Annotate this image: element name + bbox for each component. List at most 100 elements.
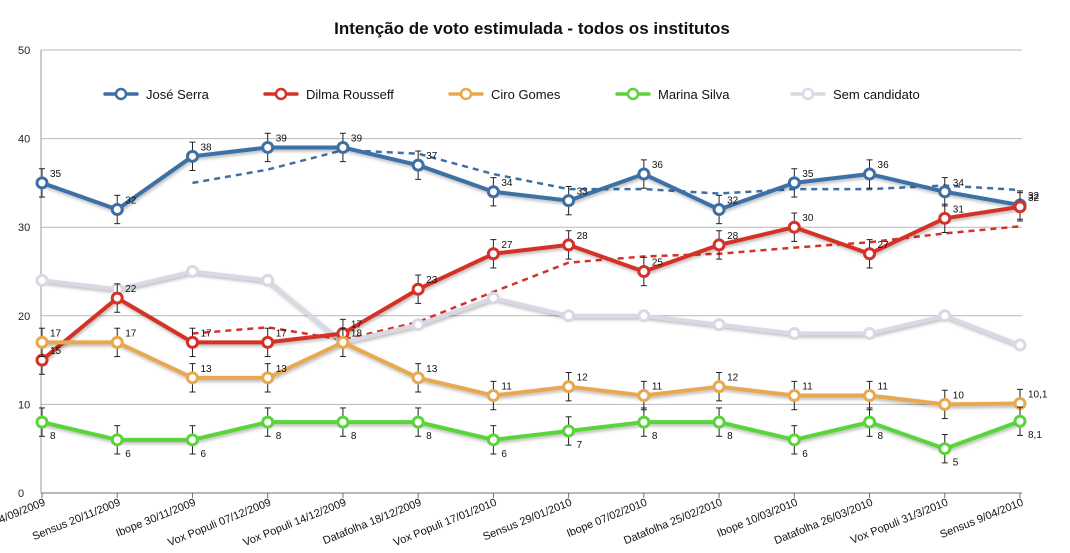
data-point <box>486 247 500 261</box>
data-point <box>712 318 726 332</box>
data-point <box>938 397 952 411</box>
data-label: 32 <box>727 195 739 206</box>
data-point <box>637 415 651 429</box>
y-tick-label-50: 50 <box>18 45 30 57</box>
data-point <box>336 415 350 429</box>
data-label: 33 <box>577 187 589 198</box>
series-line <box>41 269 1021 347</box>
data-label: 39 <box>276 133 288 144</box>
data-point <box>863 167 877 181</box>
data-label: 8 <box>878 431 884 442</box>
legend-swatch-marker <box>114 87 128 101</box>
data-point <box>637 389 651 403</box>
data-label: 27 <box>501 240 513 251</box>
data-label: 35 <box>50 169 62 180</box>
plot-area: 35 32 38 39 39 37 34 33 36 32 35 36 34 32 15 22 17 17 17 23… <box>35 132 1048 469</box>
series-line <box>41 419 1021 451</box>
legend-item: Sem candidato <box>790 87 920 102</box>
data-point <box>185 335 199 349</box>
data-point <box>486 185 500 199</box>
data-label: 22 <box>125 284 137 295</box>
data-point <box>1013 414 1027 428</box>
data-point <box>411 282 425 296</box>
data-label: 28 <box>577 231 589 242</box>
data-point <box>336 335 350 349</box>
data-point <box>712 238 726 252</box>
data-label: 34 <box>953 178 965 189</box>
data-point <box>35 273 49 287</box>
data-label: 8,1 <box>1028 430 1042 441</box>
data-label: 32 <box>1028 191 1040 202</box>
data-label: 36 <box>878 160 890 171</box>
data-point <box>411 371 425 385</box>
data-point <box>712 380 726 394</box>
y-tick-label-40: 40 <box>18 134 30 146</box>
series <box>35 265 1027 352</box>
legend-label: Dilma Rousseff <box>306 87 394 102</box>
data-label: 13 <box>426 364 438 375</box>
data-label: 6 <box>125 449 131 460</box>
data-point <box>1013 338 1027 352</box>
data-label: 39 <box>351 133 363 144</box>
data-point <box>787 176 801 190</box>
series-line <box>40 204 1021 362</box>
data-label: 34 <box>501 178 513 189</box>
data-point <box>35 176 49 190</box>
data-point <box>863 327 877 341</box>
legend-swatch-marker <box>626 87 640 101</box>
data-point <box>486 389 500 403</box>
data-label: 13 <box>200 364 212 375</box>
data-point <box>261 371 275 385</box>
data-point <box>185 149 199 163</box>
data-point <box>110 433 124 447</box>
data-point <box>261 273 275 287</box>
series: 17 17 13 13 18 13 11 12 11 12 11 11 10 10,1 <box>35 327 1048 420</box>
legend: José Serra Dilma Rousseff Ciro Gomes Marina… <box>103 87 920 102</box>
data-point <box>562 309 576 323</box>
data-point <box>938 211 952 225</box>
data-point <box>261 140 275 154</box>
data-label: 8 <box>652 431 658 442</box>
data-label: 36 <box>652 160 664 171</box>
trend-line <box>192 225 1021 341</box>
legend-label: Ciro Gomes <box>491 87 561 102</box>
legend-item: Marina Silva <box>615 87 730 102</box>
data-label: 10,1 <box>1028 390 1048 401</box>
legend-label: José Serra <box>146 87 210 102</box>
data-label: 11 <box>652 382 663 393</box>
data-point <box>863 415 877 429</box>
data-label: 11 <box>501 382 512 393</box>
data-point <box>35 415 49 429</box>
data-point <box>712 415 726 429</box>
data-point <box>562 194 576 208</box>
data-point <box>562 238 576 252</box>
data-label: 13 <box>276 364 288 375</box>
data-label: 6 <box>200 449 206 460</box>
data-label: 8 <box>50 431 56 442</box>
chart-title: Intenção de voto estimulada - todos os i… <box>334 19 730 38</box>
data-point <box>185 433 199 447</box>
data-label: 17 <box>351 320 363 331</box>
data-label: 28 <box>727 231 739 242</box>
data-point <box>787 327 801 341</box>
data-label: 15 <box>50 346 62 357</box>
data-point <box>411 158 425 172</box>
data-point <box>787 433 801 447</box>
legend-item: Dilma Rousseff <box>263 87 394 102</box>
legend-swatch-marker <box>801 87 815 101</box>
data-point <box>787 220 801 234</box>
data-label: 10 <box>953 390 965 401</box>
data-point <box>486 433 500 447</box>
legend-swatch-marker <box>274 87 288 101</box>
series: 8 6 6 8 8 8 6 7 8 8 6 8 5 8,1 <box>35 406 1042 469</box>
data-label: 31 <box>953 204 965 215</box>
data-point <box>486 291 500 305</box>
data-point <box>863 389 877 403</box>
data-label: 7 <box>577 440 583 451</box>
data-point <box>185 371 199 385</box>
data-label: 12 <box>727 373 739 384</box>
data-point <box>185 265 199 278</box>
data-label: 6 <box>802 449 808 460</box>
data-label: 30 <box>802 213 814 224</box>
data-label: 8 <box>727 431 733 442</box>
